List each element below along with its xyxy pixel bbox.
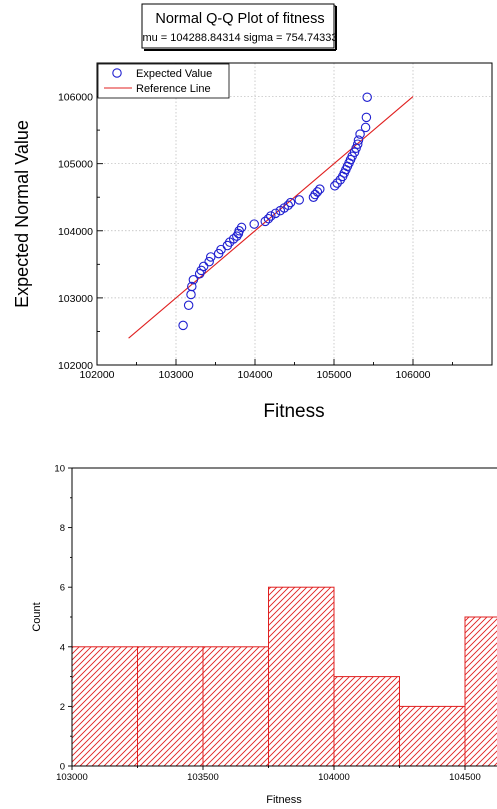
hist-x-axis: 10300010350010400010450010500010550 — [56, 766, 481, 783]
qq-data-point — [186, 289, 196, 300]
qq-data-point — [361, 112, 372, 123]
hist-y-tick-label: 8 — [60, 523, 65, 534]
qq-data-point — [294, 195, 304, 205]
histogram-bar — [464, 616, 497, 767]
qq-y-axis-title: Expected Normal Value — [12, 120, 32, 308]
qq-data-point — [260, 216, 271, 227]
histogram: 10300010350010400010450010500010550 0246… — [31, 464, 497, 806]
qq-data-point — [355, 129, 365, 139]
qq-x-tick-label: 106000 — [395, 369, 430, 381]
histogram-bar — [268, 586, 335, 767]
qq-x-axis-title: Fitness — [263, 401, 324, 422]
legend-label-expected: Expected Value — [136, 68, 212, 80]
histogram-bar — [137, 646, 204, 767]
qq-data-point — [236, 222, 247, 233]
hist-x-axis-title: Fitness — [266, 794, 302, 806]
legend-label-reference: Reference Line — [136, 83, 211, 95]
qq-x-tick-label: 103000 — [158, 369, 193, 381]
qq-legend: Expected Value Reference Line — [97, 63, 230, 99]
qq-data-point — [349, 147, 360, 158]
qq-data-point — [285, 197, 296, 208]
hist-y-tick-label: 2 — [60, 702, 65, 713]
qq-plot-frame — [96, 62, 493, 366]
hist-y-axis: 0 2 4 6 8 10 — [54, 464, 72, 773]
qq-data-point — [232, 231, 242, 241]
qq-plot: Normal Q-Q Plot of fitness mu = 104288.8… — [12, 3, 493, 422]
hist-x-tick-label: 103000 — [56, 772, 88, 783]
qq-data-point — [362, 92, 372, 102]
qq-x-tick-label: 104000 — [237, 369, 272, 381]
hist-y-tick-label: 4 — [60, 642, 65, 653]
qq-data-point — [360, 122, 371, 133]
qq-data-point — [266, 211, 276, 221]
qq-title-box: Normal Q-Q Plot of fitness mu = 104288.8… — [141, 3, 338, 51]
qq-data-point — [188, 275, 199, 285]
histogram-bars — [71, 586, 497, 767]
qq-data-point — [270, 208, 281, 219]
qq-y-tick-label: 105000 — [58, 159, 93, 171]
histogram-bar — [71, 646, 138, 767]
qq-data-point — [263, 213, 274, 224]
qq-subtitle: mu = 104288.84314 sigma = 754.74333 — [142, 32, 337, 44]
hist-x-tick-label: 103500 — [187, 772, 219, 783]
qq-y-tick-label: 102000 — [58, 360, 93, 372]
qq-y-tick-label: 104000 — [58, 226, 93, 238]
histogram-bar — [333, 676, 400, 767]
qq-reference-line — [128, 96, 414, 339]
hist-y-tick-label: 6 — [60, 583, 65, 594]
qq-data-point — [249, 219, 259, 229]
qq-data-point — [352, 139, 363, 149]
qq-data-point — [283, 200, 293, 211]
qq-data-point — [178, 320, 188, 331]
hist-y-tick-label: 10 — [54, 464, 65, 475]
qq-data-point — [183, 300, 194, 311]
legend-marker-expected — [112, 68, 122, 78]
qq-y-tick-label: 106000 — [58, 92, 93, 104]
qq-data-point — [228, 234, 239, 244]
qq-x-tick-label: 102000 — [79, 369, 114, 381]
qq-title: Normal Q-Q Plot of fitness — [155, 11, 324, 27]
qq-data-point — [204, 256, 214, 267]
qq-points — [178, 92, 372, 331]
hist-x-tick-label: 104500 — [449, 772, 481, 783]
qq-data-point — [330, 181, 340, 191]
qq-x-axis: 102000 103000 104000 105000 106000 — [79, 359, 493, 381]
qq-x-tick-label: 105000 — [316, 369, 351, 381]
qq-data-point — [353, 135, 364, 145]
histogram-bar — [399, 705, 466, 767]
hist-y-tick-label: 0 — [60, 762, 65, 773]
hist-x-tick-label: 104000 — [318, 772, 350, 783]
qq-data-point — [206, 252, 216, 262]
qq-data-point — [198, 261, 209, 272]
qq-gridlines — [97, 63, 492, 365]
qq-y-axis: 102000 103000 104000 105000 106000 — [58, 62, 103, 372]
hist-y-axis-title: Count — [31, 602, 43, 631]
qq-data-point — [310, 189, 320, 200]
histogram-bar — [202, 646, 269, 767]
qq-data-point — [332, 178, 342, 188]
reference-line — [128, 96, 414, 339]
qq-data-point — [312, 187, 323, 197]
qq-y-tick-label: 103000 — [58, 293, 93, 305]
qq-data-point — [187, 281, 197, 292]
qq-data-point — [315, 184, 325, 194]
